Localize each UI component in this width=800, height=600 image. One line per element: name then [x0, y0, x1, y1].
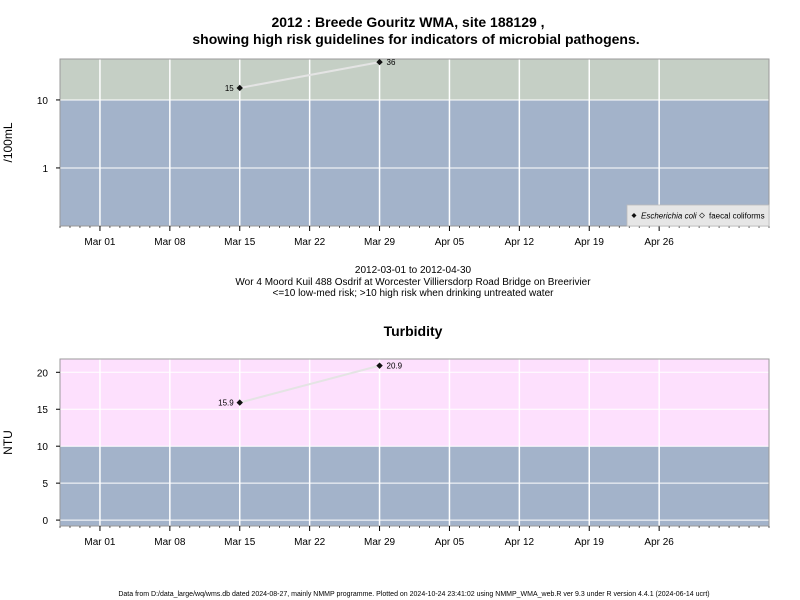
- legend-ecoli-marker: [631, 213, 637, 218]
- site-caption: Wor 4 Moord Kuil 488 Osdrif at Worcester…: [235, 277, 591, 288]
- x-tick-label: Apr 19: [575, 537, 605, 548]
- plot-frame: [59, 358, 770, 527]
- x-tick-label: Mar 08: [154, 237, 186, 248]
- x-tick-label: Apr 05: [435, 237, 465, 248]
- x-tick-label: Apr 26: [644, 537, 674, 548]
- legend-box: [626, 204, 770, 227]
- x-tick-label: Mar 01: [84, 537, 116, 548]
- x-tick-label: Mar 22: [294, 237, 326, 248]
- data-label: 36: [387, 58, 396, 67]
- x-tick-label: Mar 29: [364, 237, 396, 248]
- x-tick-label: Mar 01: [84, 237, 116, 248]
- x-tick-label: Apr 12: [505, 537, 535, 548]
- chart-title-line1: 2012 : Breede Gouritz WMA, site 188129 ,: [271, 14, 544, 30]
- y-tick-label: 1: [42, 164, 48, 175]
- legend-faecal-marker: [699, 212, 705, 219]
- data-label: 15.9: [218, 399, 234, 408]
- turbidity-chart-panel: Mar 01 Mar 08 Mar 15 Mar 22 Mar 29 Apr 05 Apr …: [1, 358, 770, 548]
- data-label: 20.9: [387, 362, 403, 371]
- x-tick-label: Apr 12: [505, 237, 535, 248]
- ecoli-chart-panel: Mar 01 Mar 08 Mar 15 Mar 22 Mar 29 Apr 05 Apr …: [1, 58, 770, 248]
- y-tick-label: 10: [37, 442, 49, 453]
- x-tick-label: Mar 08: [154, 537, 186, 548]
- series-line: [239, 61, 380, 89]
- x-tick-label: Mar 15: [224, 237, 256, 248]
- data-point: [376, 58, 383, 66]
- chart-title-line2: showing high risk guidelines for indicat…: [192, 31, 639, 47]
- y-tick-label: 10: [37, 96, 49, 107]
- data-label: 15: [225, 84, 234, 93]
- date-range-caption: 2012-03-01 to 2012-04-30: [355, 265, 472, 276]
- series-line: [239, 364, 380, 404]
- plot-frame: [59, 58, 770, 227]
- turbidity-title: Turbidity: [384, 323, 443, 339]
- data-point: [236, 399, 243, 406]
- x-tick-label: Apr 19: [575, 237, 605, 248]
- x-tick-label: Mar 22: [294, 537, 326, 548]
- x-tick-label: Apr 05: [435, 537, 465, 548]
- y-tick-label: 15: [37, 405, 49, 416]
- y-tick-label: 5: [42, 479, 48, 490]
- legend-ecoli-label: Escherichia coli: [641, 212, 697, 221]
- risk-caption: <=10 low-med risk; >10 high risk when dr…: [273, 288, 555, 299]
- x-tick-label: Apr 26: [644, 237, 674, 248]
- low-risk-band: [60, 446, 769, 526]
- legend-faecal-label: faecal coliforms: [709, 212, 765, 221]
- high-risk-band: [60, 359, 769, 447]
- y-tick-label: 20: [37, 368, 49, 379]
- y-tick-label: 0: [42, 516, 48, 527]
- high-risk-band: [60, 59, 769, 100]
- y-axis-label: NTU: [1, 430, 15, 455]
- x-tick-label: Mar 29: [364, 537, 396, 548]
- y-axis-label: /100mL: [1, 122, 15, 162]
- data-point: [236, 84, 243, 92]
- data-point: [376, 362, 383, 369]
- x-tick-label: Mar 15: [224, 537, 256, 548]
- footer-note: Data from D:/data_large/wq/wms.db dated …: [118, 591, 709, 598]
